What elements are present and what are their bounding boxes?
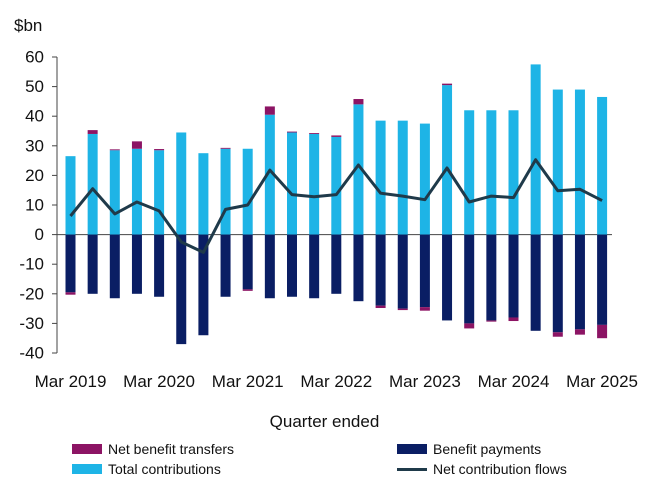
- bar-total-contributions: [176, 132, 187, 235]
- bar-benefit-payments: [176, 234, 187, 345]
- y-tick-label: -20: [19, 284, 44, 303]
- bar-net-benefit-transfers: [154, 149, 165, 151]
- bar-total-contributions: [397, 120, 408, 235]
- y-tick-label: -40: [19, 344, 44, 363]
- bar-net-benefit-transfers: [65, 292, 76, 295]
- bar-total-contributions: [574, 89, 585, 235]
- bars: [65, 64, 608, 345]
- bar-benefit-payments: [442, 234, 453, 321]
- line-net-contribution-flows: [69, 158, 603, 254]
- axis-labels: 60 50 40 30 20 10 0 -10 -20 -30 -40 Mar 2019 Mar 202…: [19, 48, 638, 392]
- bar-benefit-payments: [353, 234, 364, 302]
- bar-total-contributions: [419, 123, 430, 235]
- x-tick-label: Mar 2023: [389, 372, 461, 391]
- x-tick-label: Mar 2024: [478, 372, 550, 391]
- bar-net-benefit-transfers: [486, 320, 497, 322]
- bar-net-benefit-transfers: [309, 133, 320, 134]
- bar-benefit-payments: [87, 234, 98, 294]
- bar-benefit-payments: [220, 234, 231, 297]
- bar-benefit-payments: [109, 234, 120, 299]
- bar-net-benefit-transfers: [442, 83, 453, 86]
- bar-total-contributions: [154, 150, 165, 235]
- bar-net-benefit-transfers: [375, 305, 386, 309]
- bar-total-contributions: [442, 85, 453, 235]
- y-tick-label: 50: [25, 77, 44, 96]
- bar-net-benefit-transfers: [353, 99, 364, 105]
- x-tick-label: Mar 2021: [212, 372, 284, 391]
- bar-net-benefit-transfers: [131, 141, 142, 149]
- bar-total-contributions: [287, 132, 297, 235]
- y-tick-label: 40: [25, 107, 44, 126]
- x-tick-label: Mar 2020: [123, 372, 195, 391]
- bar-total-contributions: [309, 133, 320, 235]
- bar-benefit-payments: [287, 234, 297, 297]
- bar-net-benefit-transfers: [242, 289, 253, 291]
- bar-total-contributions: [508, 110, 519, 235]
- bar-net-benefit-transfers: [264, 106, 275, 115]
- bar-benefit-payments: [375, 234, 386, 306]
- bar-net-benefit-transfers: [220, 147, 231, 149]
- y-tick-label: 30: [25, 136, 44, 155]
- y-tick-label: 20: [25, 166, 44, 185]
- bar-net-benefit-transfers: [419, 307, 430, 311]
- bar-benefit-payments: [154, 234, 165, 297]
- bar-net-benefit-transfers: [87, 130, 98, 134]
- bar-benefit-payments: [198, 234, 209, 336]
- bar-net-benefit-transfers: [464, 323, 475, 329]
- bar-benefit-payments: [486, 234, 497, 321]
- bar-total-contributions: [220, 148, 231, 235]
- bar-total-contributions: [198, 153, 209, 235]
- line-series: [69, 158, 603, 254]
- bar-benefit-payments: [131, 234, 142, 294]
- x-tick-label: Mar 2022: [300, 372, 372, 391]
- bar-total-contributions: [464, 110, 475, 235]
- bar-benefit-payments: [597, 234, 608, 325]
- bar-net-benefit-transfers: [597, 324, 608, 339]
- y-tick-label: 60: [25, 48, 44, 67]
- bar-net-benefit-transfers: [574, 329, 585, 335]
- bar-benefit-payments: [65, 234, 76, 293]
- y-tick-label: -30: [19, 314, 44, 333]
- bar-benefit-payments: [264, 234, 275, 299]
- bar-benefit-payments: [242, 234, 253, 290]
- bar-net-benefit-transfers: [508, 317, 519, 322]
- bar-benefit-payments: [530, 234, 541, 331]
- bar-total-contributions: [65, 156, 76, 235]
- bar-total-contributions: [264, 114, 275, 235]
- bar-benefit-payments: [464, 234, 475, 324]
- bar-benefit-payments: [508, 234, 519, 318]
- bar-total-contributions: [486, 110, 497, 235]
- bar-net-benefit-transfers: [109, 149, 120, 151]
- bar-net-benefit-transfers: [331, 135, 342, 137]
- bar-benefit-payments: [419, 234, 430, 308]
- bar-total-contributions: [552, 89, 563, 235]
- bar-total-contributions: [375, 120, 386, 235]
- bar-net-benefit-transfers: [552, 332, 563, 337]
- bar-total-contributions: [530, 64, 541, 235]
- bar-net-benefit-transfers: [397, 308, 408, 311]
- bar-total-contributions: [242, 148, 253, 235]
- bar-total-contributions: [331, 136, 342, 235]
- y-tick-label: 10: [25, 196, 44, 215]
- bar-benefit-payments: [552, 234, 563, 333]
- x-axis-title: Quarter ended: [269, 412, 380, 431]
- y-tick-label: -10: [19, 255, 44, 274]
- y-unit-label: $bn: [14, 16, 43, 35]
- bar-total-contributions: [353, 104, 364, 235]
- bar-net-benefit-transfers: [287, 131, 297, 133]
- x-tick-label: Mar 2019: [35, 372, 107, 391]
- bar-benefit-payments: [309, 234, 320, 299]
- bar-total-contributions: [109, 150, 120, 235]
- y-tick-label: 0: [35, 225, 44, 244]
- bar-total-contributions: [597, 96, 608, 235]
- bar-total-contributions: [87, 133, 98, 235]
- bar-benefit-payments: [574, 234, 585, 330]
- x-tick-label: Mar 2025: [566, 372, 638, 391]
- bar-benefit-payments: [397, 234, 408, 309]
- bar-benefit-payments: [331, 234, 342, 294]
- bar-total-contributions: [131, 148, 142, 235]
